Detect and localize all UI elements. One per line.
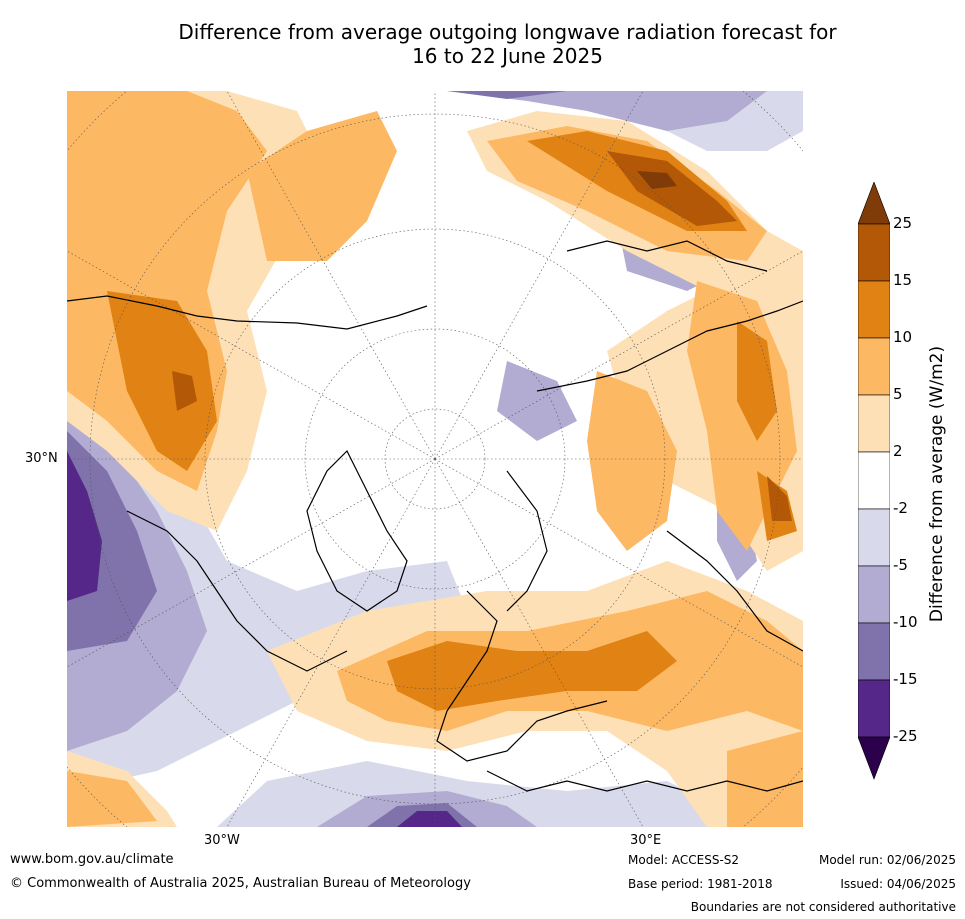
colorbar-tick-label: 2	[893, 442, 903, 460]
colorbar-tick-label: -2	[893, 499, 908, 517]
title-line-2: 16 to 22 June 2025	[412, 44, 603, 68]
colorbar-tick-label: 25	[893, 214, 913, 232]
footer-disclaimer: Boundaries are not considered authoritat…	[690, 900, 956, 914]
colorbar	[858, 182, 890, 780]
chart-title: Difference from average outgoing longwav…	[0, 20, 965, 68]
lon-label-30e: 30°E	[630, 833, 662, 848]
anomaly-region	[737, 321, 777, 441]
colorbar-tick-label: 15	[893, 271, 913, 289]
anomaly-region	[497, 361, 577, 441]
colorbar-tick-label: -25	[893, 727, 918, 745]
colorbar-segment	[858, 394, 890, 453]
coastline	[536, 300, 803, 392]
colorbar-tick-label: -15	[893, 670, 918, 688]
coastline	[126, 510, 348, 672]
lon-label-30w: 30°W	[204, 833, 240, 848]
anomaly-region	[67, 91, 267, 491]
colorbar-tick-label: -5	[893, 556, 908, 574]
colorbar-segment	[858, 280, 890, 339]
title-line-1: Difference from average outgoing longwav…	[178, 20, 837, 44]
colorbar-extend-bottom	[858, 736, 890, 780]
coastline	[506, 470, 548, 612]
anomaly-region	[727, 731, 803, 827]
anomaly-region	[607, 151, 737, 226]
coastline	[666, 530, 803, 652]
colorbar-extend-top	[858, 182, 890, 225]
colorbar-segment	[858, 565, 890, 624]
anomaly-region	[397, 811, 462, 827]
colorbar-segment	[858, 508, 890, 567]
anomaly-region	[587, 371, 677, 551]
footer-website: www.bom.gov.au/climate	[10, 852, 174, 867]
colorbar-segment	[858, 223, 890, 282]
anomaly-region	[172, 371, 197, 411]
colorbar-tick-label: 5	[893, 385, 903, 403]
polar-map	[67, 91, 803, 827]
colorbar-segment	[858, 622, 890, 681]
lat-label-30n: 30°N	[25, 451, 58, 466]
footer-copyright: © Commonwealth of Australia 2025, Austra…	[10, 876, 471, 891]
footer-issued: Issued: 04/06/2025	[840, 877, 956, 891]
anomaly-region	[447, 91, 567, 99]
anomaly-region	[107, 291, 217, 471]
footer-base-period: Base period: 1981-2018	[628, 877, 773, 891]
anomaly-region	[67, 431, 157, 651]
coastline	[67, 295, 428, 330]
anomaly-region	[67, 771, 157, 827]
anomaly-region	[637, 171, 677, 189]
anomaly-region	[767, 476, 792, 521]
colorbar-segment	[858, 451, 890, 510]
coastline	[486, 770, 803, 792]
coastline	[306, 449, 408, 612]
anomaly-region	[67, 451, 102, 601]
coastline	[436, 590, 608, 762]
colorbar-label: Difference from average (W/m2)	[927, 345, 947, 623]
anomaly-region	[447, 91, 767, 131]
colorbar-tick-label: 10	[893, 328, 913, 346]
coastline	[566, 240, 768, 272]
footer-model-run: Model run: 02/06/2025	[818, 853, 956, 867]
anomaly-region	[387, 631, 677, 711]
colorbar-tick-label: -10	[893, 613, 918, 631]
colorbar-segment	[858, 679, 890, 738]
footer-model: Model: ACCESS-S2	[628, 853, 740, 867]
colorbar-segment	[858, 337, 890, 396]
